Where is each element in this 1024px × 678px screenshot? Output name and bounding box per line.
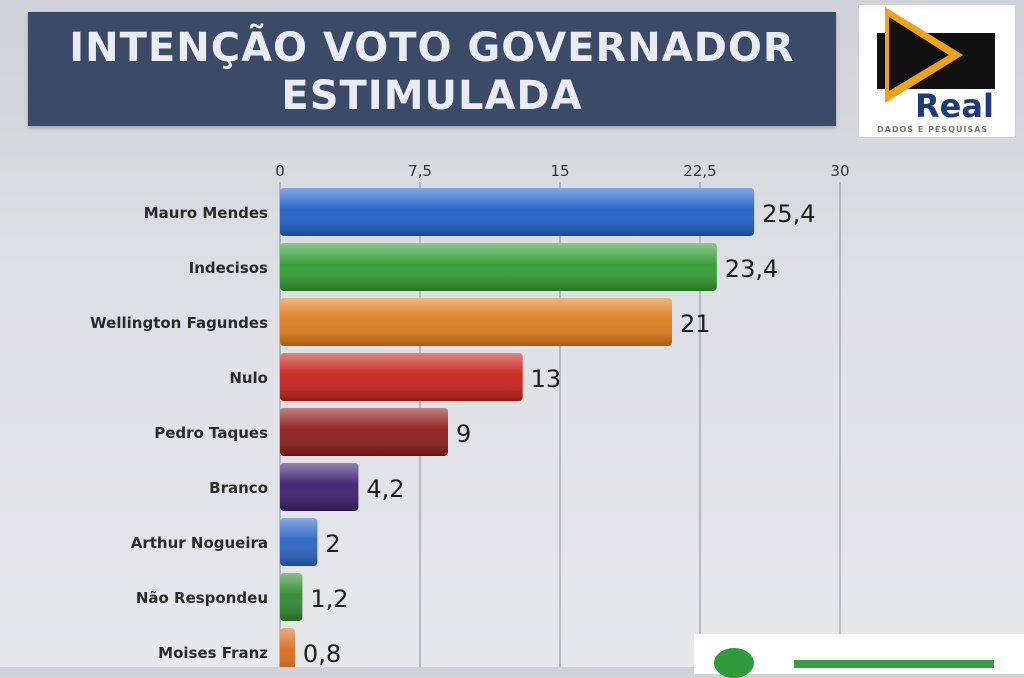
value-label: 13	[531, 365, 562, 393]
bar-shine	[280, 188, 755, 236]
value-label: 25,4	[762, 200, 815, 228]
x-tick-label: 0	[275, 162, 285, 180]
bar-shine	[280, 628, 295, 667]
bar-shine	[280, 243, 717, 291]
chart-title-line-1: INTENÇÃO VOTO GOVERNADOR	[69, 25, 795, 71]
bar-shine	[280, 573, 303, 621]
logo-mark-icon	[877, 7, 995, 103]
value-label: 1,2	[310, 585, 348, 613]
bar-shine	[280, 298, 672, 346]
category-label: Indecisos	[189, 259, 268, 277]
chart-title-banner: INTENÇÃO VOTO GOVERNADOR ESTIMULADA	[28, 12, 836, 126]
category-label: Nulo	[229, 369, 268, 387]
value-label: 2	[325, 530, 340, 558]
chart-title-line-2: ESTIMULADA	[281, 73, 583, 119]
watermark-logo	[694, 634, 1024, 678]
category-label: Pedro Taques	[154, 424, 268, 442]
category-label: Mauro Mendes	[144, 204, 268, 222]
category-label: Não Respondeu	[136, 589, 268, 607]
x-tick-label: 15	[550, 162, 569, 180]
value-label: 4,2	[366, 475, 404, 503]
bar-shine	[280, 463, 359, 511]
logo-wordmark: Real	[915, 87, 994, 125]
category-label: Wellington Fagundes	[90, 314, 268, 332]
category-label: Moises Franz	[158, 644, 268, 662]
category-label: Branco	[209, 479, 268, 497]
real-logo: Real DADOS E PESQUISAS	[858, 4, 1016, 138]
value-label: 0,8	[303, 640, 341, 667]
bar-shine	[280, 518, 318, 566]
value-label: 9	[456, 420, 471, 448]
x-tick-label: 7,5	[408, 162, 432, 180]
value-label: 23,4	[725, 255, 778, 283]
bar-shine	[280, 408, 448, 456]
logo-tagline: DADOS E PESQUISAS	[877, 125, 989, 134]
x-tick-label: 22,5	[683, 162, 716, 180]
value-label: 21	[680, 310, 711, 338]
x-tick-label: 30	[830, 162, 849, 180]
category-label: Arthur Nogueira	[131, 534, 268, 552]
bar-shine	[280, 353, 523, 401]
